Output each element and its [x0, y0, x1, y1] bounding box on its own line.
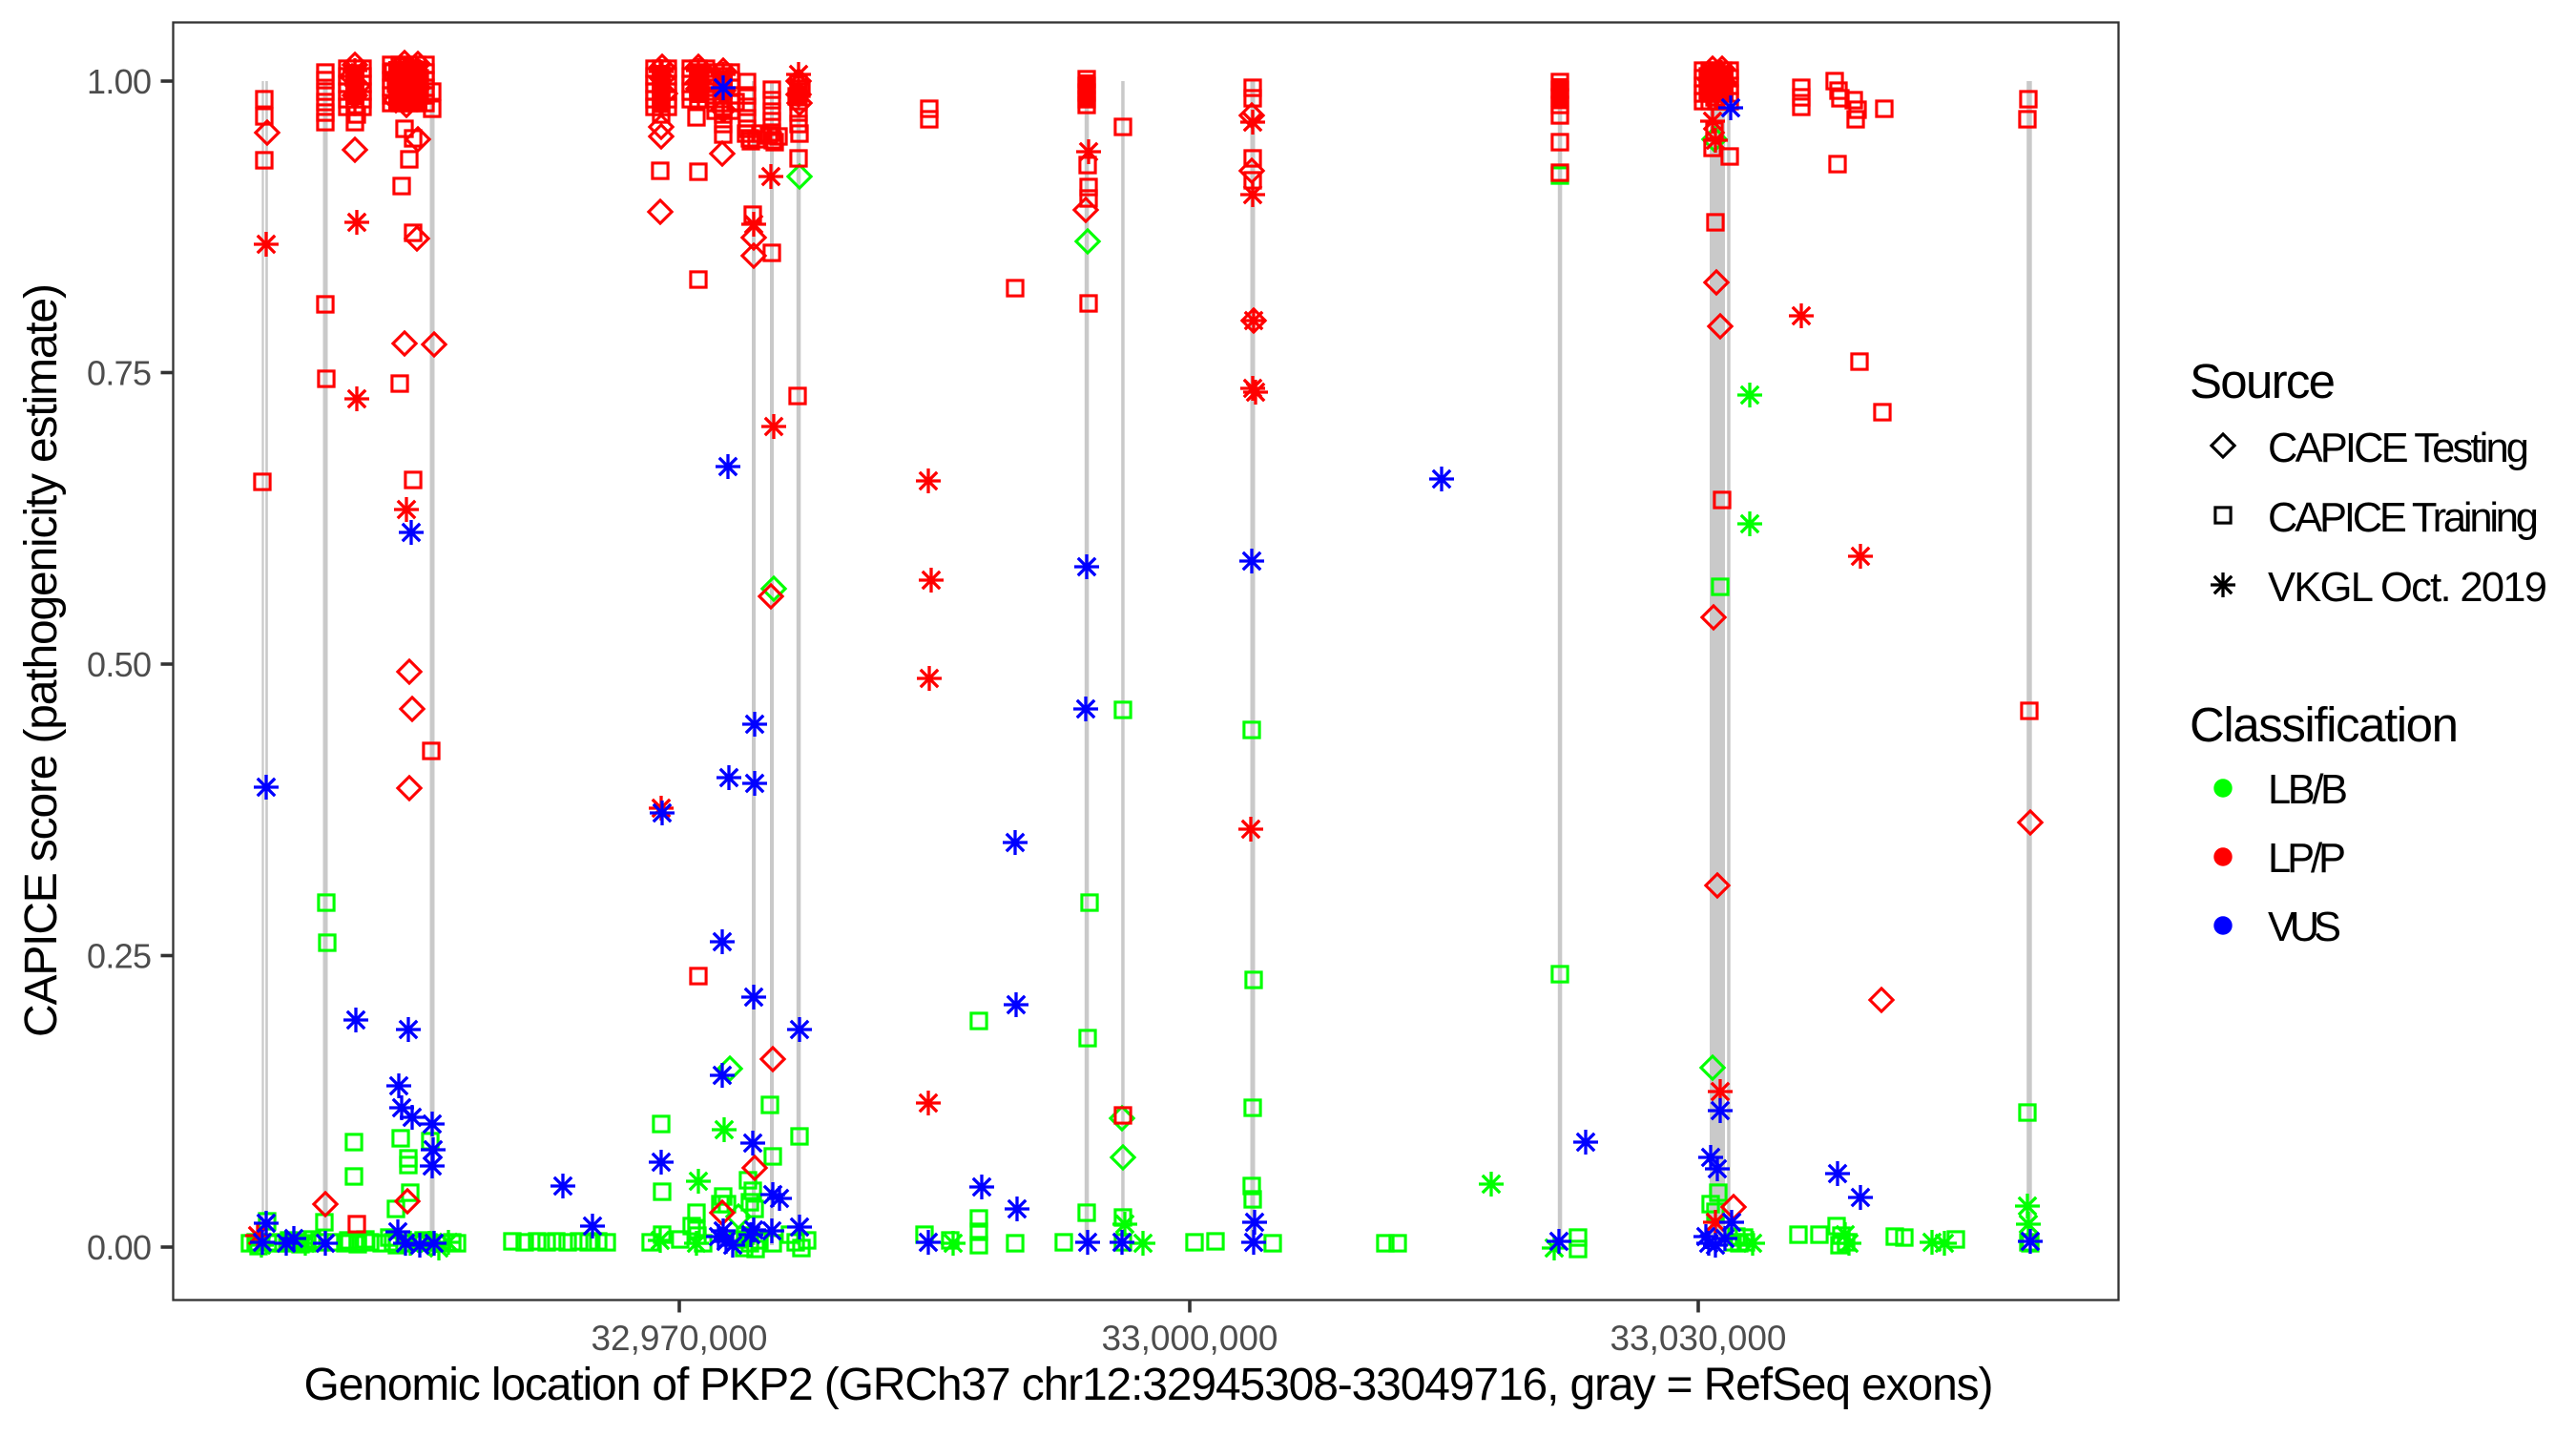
svg-text:LP/P: LP/P — [2268, 836, 2346, 882]
svg-text:0.00: 0.00 — [87, 1228, 152, 1267]
svg-text:CAPICE Training: CAPICE Training — [2268, 495, 2539, 541]
svg-text:Source: Source — [2190, 354, 2336, 408]
svg-text:Genomic location of PKP2 (GRCh: Genomic location of PKP2 (GRCh37 chr12:3… — [304, 1360, 1994, 1410]
svg-text:32,970,000: 32,970,000 — [592, 1319, 768, 1358]
svg-text:0.25: 0.25 — [87, 936, 152, 975]
svg-text:1.00: 1.00 — [87, 62, 152, 101]
svg-text:CAPICE score (pathogenicity es: CAPICE score (pathogenicity estimate) — [16, 283, 67, 1037]
svg-text:33,000,000: 33,000,000 — [1102, 1319, 1278, 1358]
svg-text:0.50: 0.50 — [87, 645, 152, 684]
svg-text:Classification: Classification — [2190, 697, 2459, 752]
svg-text:CAPICE Testing: CAPICE Testing — [2268, 426, 2529, 471]
svg-text:LB/B: LB/B — [2268, 767, 2348, 813]
svg-text:VKGL Oct. 2019: VKGL Oct. 2019 — [2268, 565, 2547, 611]
svg-text:VUS: VUS — [2268, 905, 2341, 950]
svg-text:33,030,000: 33,030,000 — [1610, 1319, 1787, 1358]
svg-text:0.75: 0.75 — [87, 353, 152, 392]
